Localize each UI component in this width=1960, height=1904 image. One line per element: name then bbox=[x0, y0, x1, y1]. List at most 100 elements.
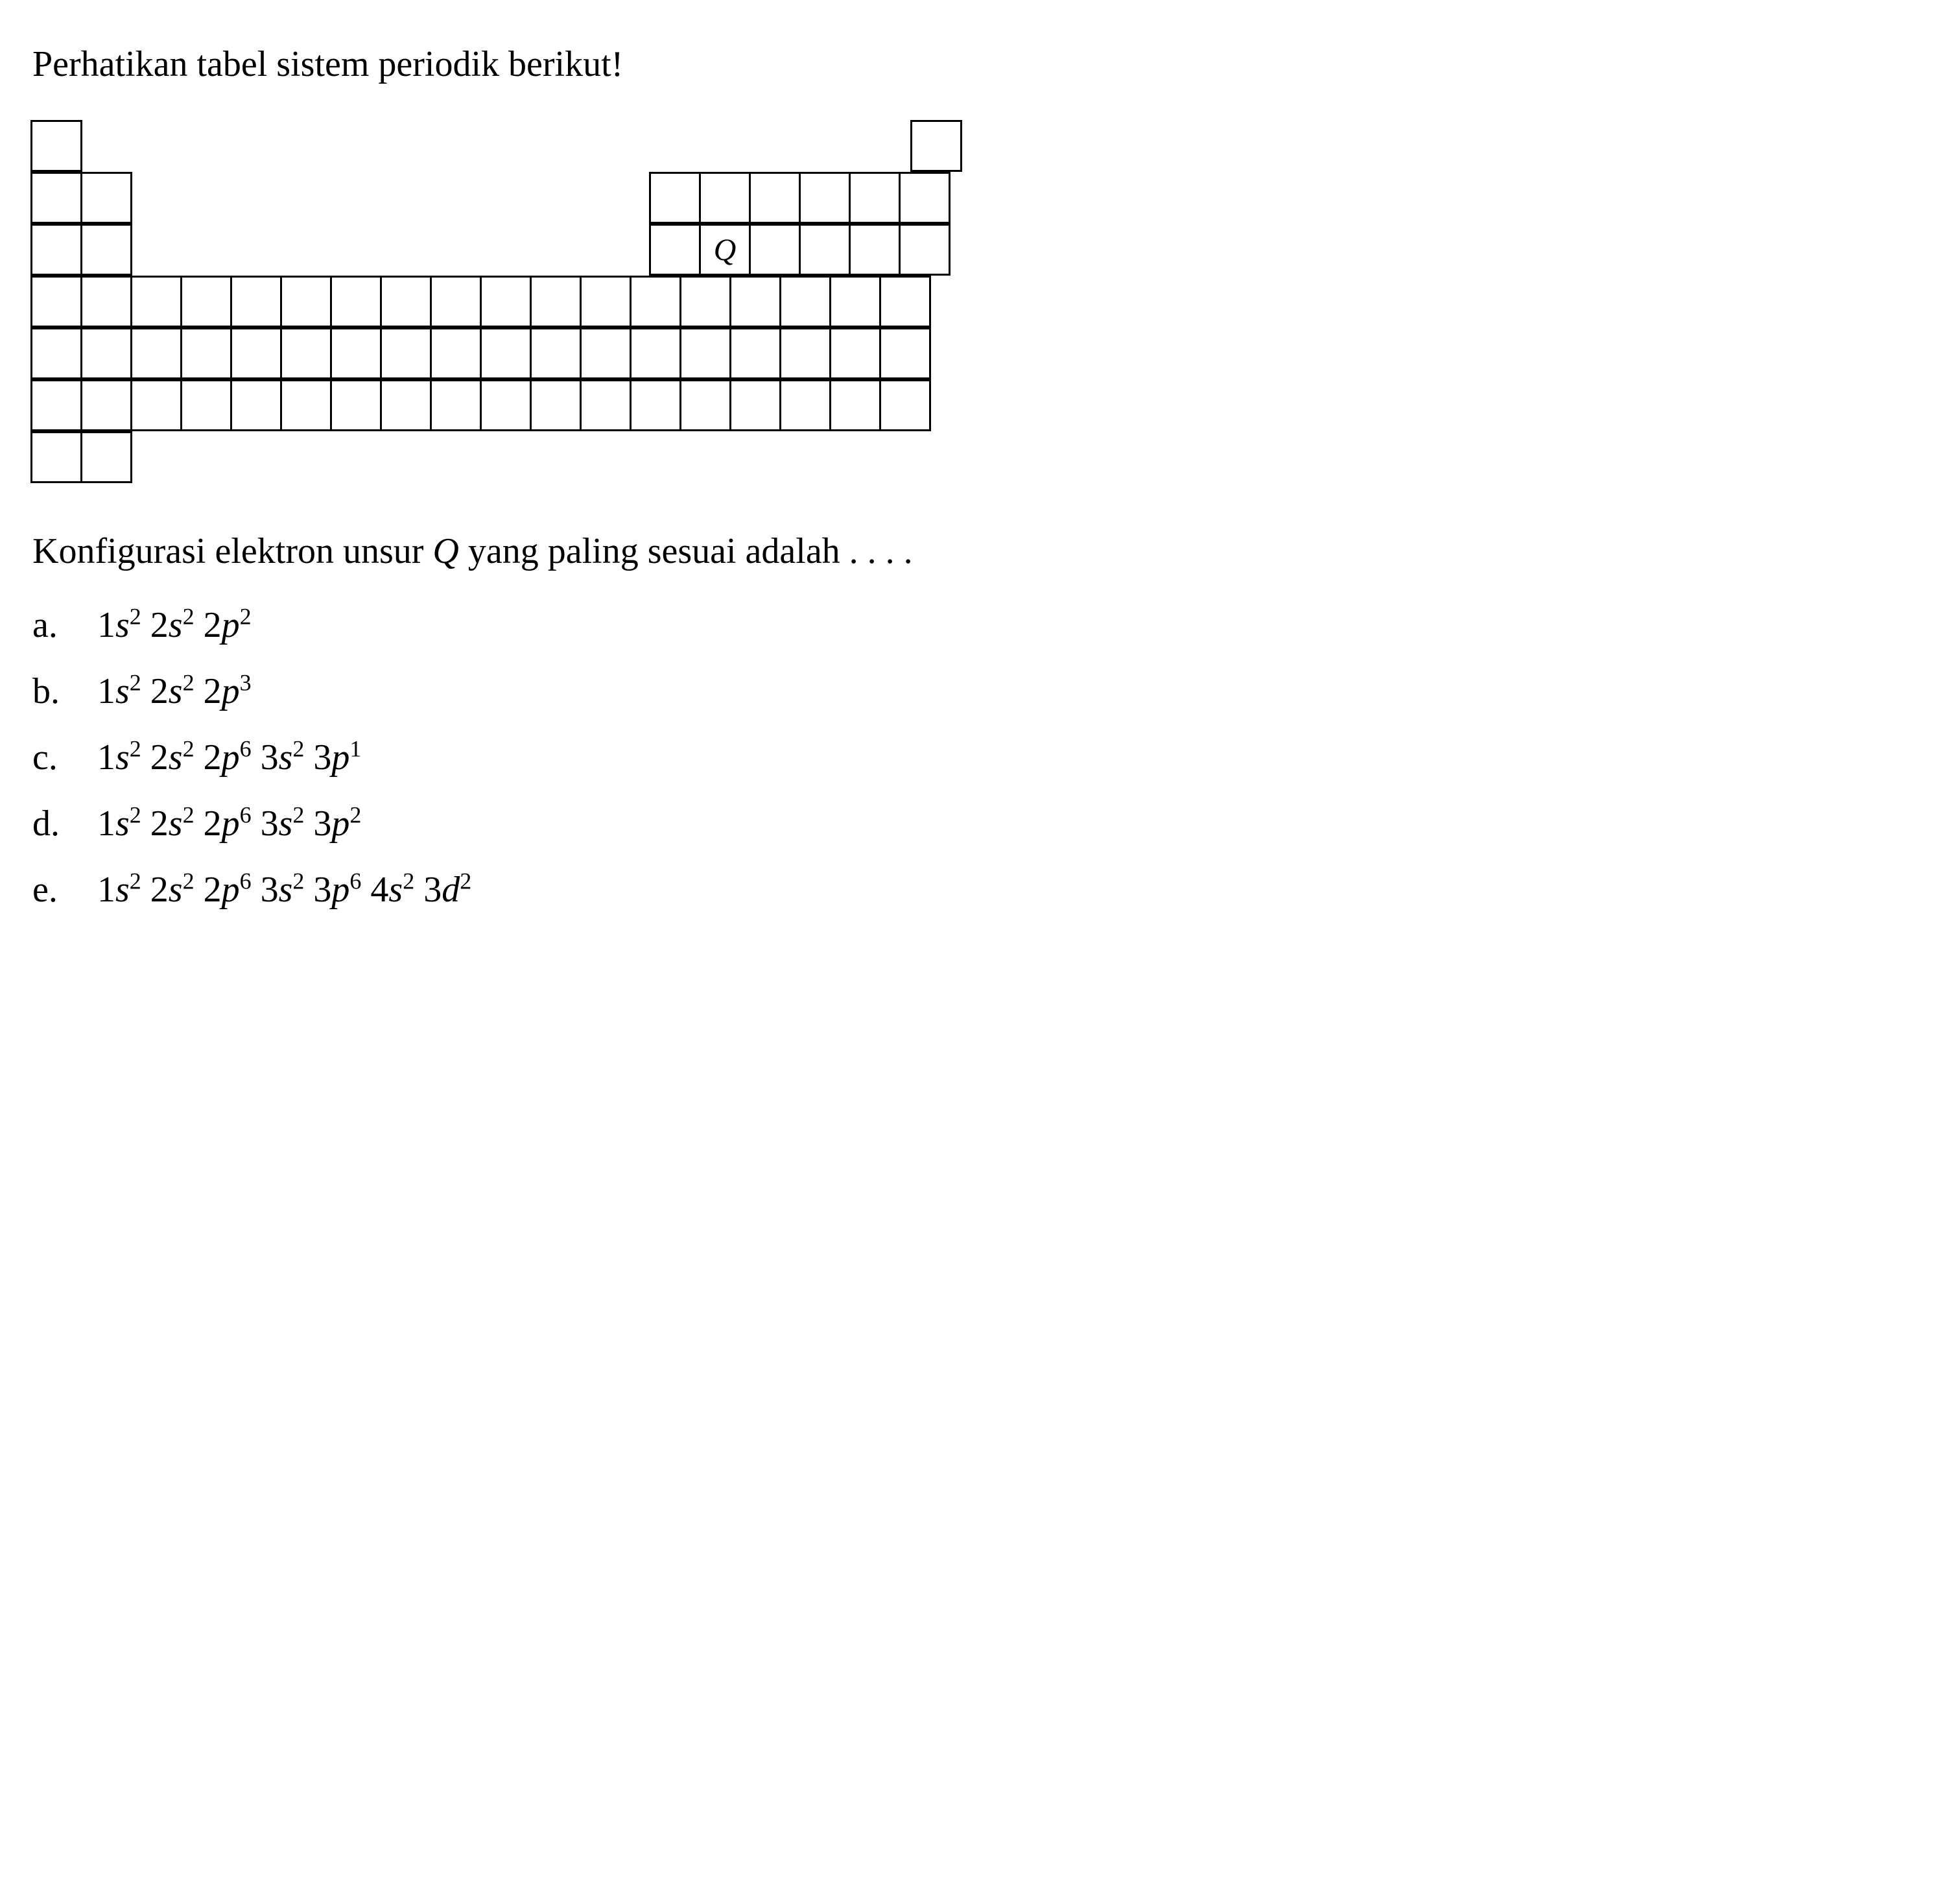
empty-cell bbox=[340, 433, 392, 485]
element-cell bbox=[30, 431, 82, 483]
empty-cell bbox=[599, 226, 651, 278]
empty-cell bbox=[288, 226, 340, 278]
option-letter: c. bbox=[32, 730, 97, 785]
answer-options: a.1s2 2s2 2p2b.1s2 2s2 2p3c.1s2 2s2 2p6 … bbox=[32, 598, 1928, 917]
empty-cell bbox=[392, 226, 443, 278]
element-cell bbox=[879, 379, 931, 431]
electron-config: 1s2 2s2 2p6 3s2 3p6 4s2 3d2 bbox=[97, 863, 471, 917]
empty-cell bbox=[807, 433, 858, 485]
periodic-row bbox=[32, 174, 1928, 226]
element-cell bbox=[80, 327, 132, 379]
element-cell bbox=[630, 327, 681, 379]
empty-cell bbox=[860, 122, 912, 174]
empty-cell bbox=[184, 174, 236, 226]
element-cell bbox=[430, 327, 482, 379]
element-cell bbox=[480, 276, 532, 327]
element-cell bbox=[649, 172, 701, 224]
empty-cell bbox=[495, 433, 547, 485]
option-e: e.1s2 2s2 2p6 3s2 3p6 4s2 3d2 bbox=[32, 863, 1928, 917]
element-cell bbox=[230, 276, 282, 327]
empty-cell bbox=[236, 226, 288, 278]
element-cell bbox=[779, 327, 831, 379]
element-cell bbox=[699, 172, 751, 224]
electron-config: 1s2 2s2 2p6 3s2 3p1 bbox=[97, 730, 361, 785]
element-cell bbox=[180, 379, 232, 431]
empty-cell bbox=[599, 174, 651, 226]
empty-cell bbox=[547, 226, 599, 278]
element-cell bbox=[779, 276, 831, 327]
empty-cell bbox=[132, 226, 184, 278]
empty-cell bbox=[443, 174, 495, 226]
element-cell bbox=[729, 379, 781, 431]
empty-cell bbox=[651, 433, 703, 485]
element-cell bbox=[30, 276, 82, 327]
empty-cell bbox=[186, 122, 238, 174]
element-cell bbox=[30, 327, 82, 379]
empty-cell bbox=[809, 122, 860, 174]
element-cell bbox=[779, 379, 831, 431]
electron-config: 1s2 2s2 2p3 bbox=[97, 664, 252, 719]
element-cell bbox=[849, 172, 901, 224]
element-cell bbox=[480, 327, 532, 379]
element-cell bbox=[380, 327, 432, 379]
element-cell bbox=[380, 276, 432, 327]
empty-cell bbox=[236, 433, 288, 485]
element-cell bbox=[630, 276, 681, 327]
periodic-row bbox=[32, 122, 1928, 174]
element-cell bbox=[130, 379, 182, 431]
periodic-row: Q bbox=[32, 226, 1928, 278]
element-cell bbox=[899, 172, 950, 224]
element-cell bbox=[849, 224, 901, 276]
empty-cell bbox=[547, 433, 599, 485]
element-cell bbox=[430, 379, 482, 431]
element-cell bbox=[30, 172, 82, 224]
electron-config: 1s2 2s2 2p6 3s2 3p2 bbox=[97, 796, 361, 851]
element-cell bbox=[180, 327, 232, 379]
element-cell bbox=[430, 276, 482, 327]
periodic-row bbox=[32, 278, 1928, 329]
empty-cell bbox=[497, 122, 549, 174]
element-q-cell: Q bbox=[699, 224, 751, 276]
element-cell bbox=[80, 172, 132, 224]
electron-config: 1s2 2s2 2p2 bbox=[97, 598, 252, 652]
option-b: b.1s2 2s2 2p3 bbox=[32, 664, 1928, 719]
option-letter: a. bbox=[32, 598, 97, 652]
element-cell bbox=[580, 379, 632, 431]
option-letter: d. bbox=[32, 796, 97, 851]
element-cell bbox=[530, 276, 582, 327]
option-letter: e. bbox=[32, 863, 97, 917]
element-cell bbox=[130, 276, 182, 327]
empty-cell bbox=[443, 433, 495, 485]
element-cell bbox=[80, 431, 132, 483]
empty-cell bbox=[445, 122, 497, 174]
empty-cell bbox=[290, 122, 342, 174]
element-cell bbox=[80, 224, 132, 276]
empty-cell bbox=[757, 122, 809, 174]
element-cell bbox=[910, 120, 962, 172]
element-cell bbox=[180, 276, 232, 327]
element-cell bbox=[280, 379, 332, 431]
element-cell bbox=[749, 172, 801, 224]
element-cell bbox=[30, 120, 82, 172]
element-cell bbox=[879, 327, 931, 379]
empty-cell bbox=[495, 226, 547, 278]
element-cell bbox=[30, 379, 82, 431]
element-cell bbox=[80, 276, 132, 327]
empty-cell bbox=[547, 174, 599, 226]
element-cell bbox=[829, 276, 881, 327]
element-cell bbox=[280, 327, 332, 379]
element-cell bbox=[879, 276, 931, 327]
element-cell bbox=[380, 379, 432, 431]
option-d: d.1s2 2s2 2p6 3s2 3p2 bbox=[32, 796, 1928, 851]
element-cell bbox=[230, 327, 282, 379]
empty-cell bbox=[340, 226, 392, 278]
element-cell bbox=[729, 327, 781, 379]
element-cell bbox=[799, 172, 851, 224]
empty-cell bbox=[755, 433, 807, 485]
element-cell bbox=[330, 379, 382, 431]
element-cell bbox=[630, 379, 681, 431]
option-c: c.1s2 2s2 2p6 3s2 3p1 bbox=[32, 730, 1928, 785]
empty-cell bbox=[394, 122, 445, 174]
empty-cell bbox=[601, 122, 653, 174]
empty-cell bbox=[288, 174, 340, 226]
